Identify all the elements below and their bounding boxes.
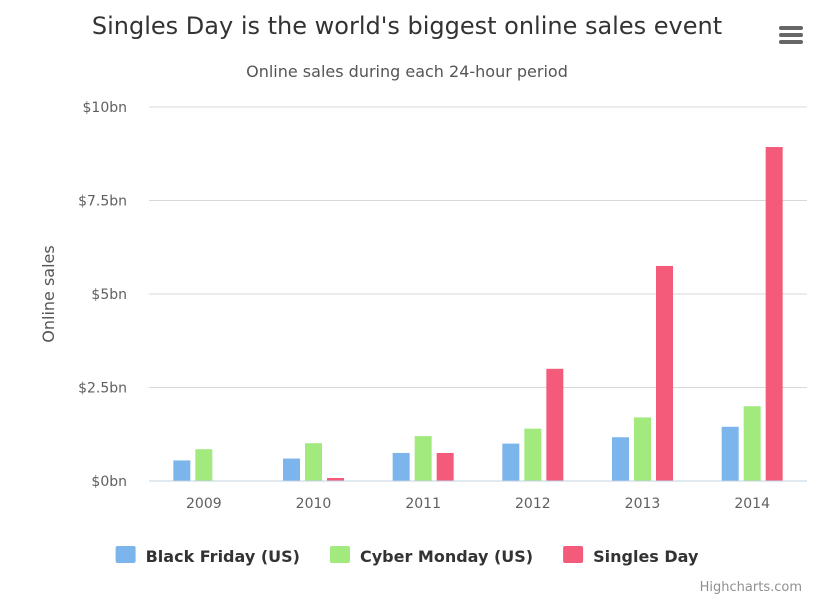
- menu-button[interactable]: [772, 18, 808, 52]
- bar-singles-day-2014[interactable]: [765, 147, 783, 481]
- legend: Black Friday (US) Cyber Monday (US) Single…: [115, 546, 699, 566]
- y-tick-label: $10bn: [83, 100, 127, 116]
- legend-symbol: [329, 546, 350, 563]
- bar-black-friday-us-2011[interactable]: [392, 452, 410, 481]
- bar-black-friday-us-2013[interactable]: [612, 437, 629, 481]
- bar-black-friday-us-2012[interactable]: [502, 443, 520, 481]
- bar-cyber-monday-us-2010[interactable]: [305, 443, 322, 481]
- bar-cyber-monday-us-2012[interactable]: [524, 428, 542, 481]
- legend-label: Cyber Monday (US): [360, 547, 533, 566]
- legend-label: Singles Day: [593, 547, 699, 566]
- bar-cyber-monday-us-2013[interactable]: [634, 417, 651, 481]
- legend-symbol: [563, 546, 584, 563]
- legend-item-cyber-monday-us[interactable]: Cyber Monday (US): [329, 546, 533, 566]
- y-tick-label: $2.5bn: [78, 381, 127, 397]
- legend-label: Black Friday (US): [146, 547, 300, 566]
- bar-cyber-monday-us-2009[interactable]: [195, 449, 213, 481]
- bar-singles-day-2010[interactable]: [327, 478, 344, 481]
- y-tick-label: $7.5bn: [78, 194, 127, 210]
- x-tick-label: 2009: [186, 496, 222, 512]
- x-tick-label: 2012: [515, 496, 551, 512]
- y-tick-label: $0bn: [91, 474, 127, 490]
- x-tick-label: 2013: [625, 496, 661, 512]
- bar-cyber-monday-us-2011[interactable]: [414, 436, 432, 481]
- chart-title: Singles Day is the world's biggest onlin…: [91, 12, 723, 40]
- credits-link[interactable]: Highcharts.com: [699, 580, 802, 595]
- bar-cyber-monday-us-2014[interactable]: [743, 406, 761, 481]
- bars-layer: [173, 147, 783, 481]
- legend-item-black-friday-us[interactable]: Black Friday (US): [115, 546, 300, 566]
- x-tick-label: 2010: [296, 496, 332, 512]
- bar-singles-day-2011[interactable]: [436, 452, 454, 481]
- y-tick-label: $5bn: [91, 287, 127, 303]
- bar-black-friday-us-2009[interactable]: [173, 460, 191, 481]
- chart-subtitle: Online sales during each 24-hour period: [246, 62, 568, 81]
- bar-singles-day-2012[interactable]: [546, 368, 564, 481]
- bar-black-friday-us-2014[interactable]: [721, 426, 739, 481]
- grid-layer: [149, 106, 807, 388]
- x-tick-label: 2011: [405, 496, 441, 512]
- bar-black-friday-us-2010[interactable]: [283, 458, 300, 481]
- y-axis-title: Online sales: [39, 245, 58, 342]
- x-tick-label: 2014: [734, 496, 770, 512]
- legend-item-singles-day[interactable]: Singles Day: [563, 546, 699, 566]
- bar-singles-day-2013[interactable]: [656, 265, 673, 481]
- axis-layer: $0bn $2.5bn $5bn $7.5bn $10bn Online sales 200…: [39, 100, 807, 512]
- hamburger-menu-icon: [779, 26, 803, 44]
- legend-symbol: [115, 546, 136, 563]
